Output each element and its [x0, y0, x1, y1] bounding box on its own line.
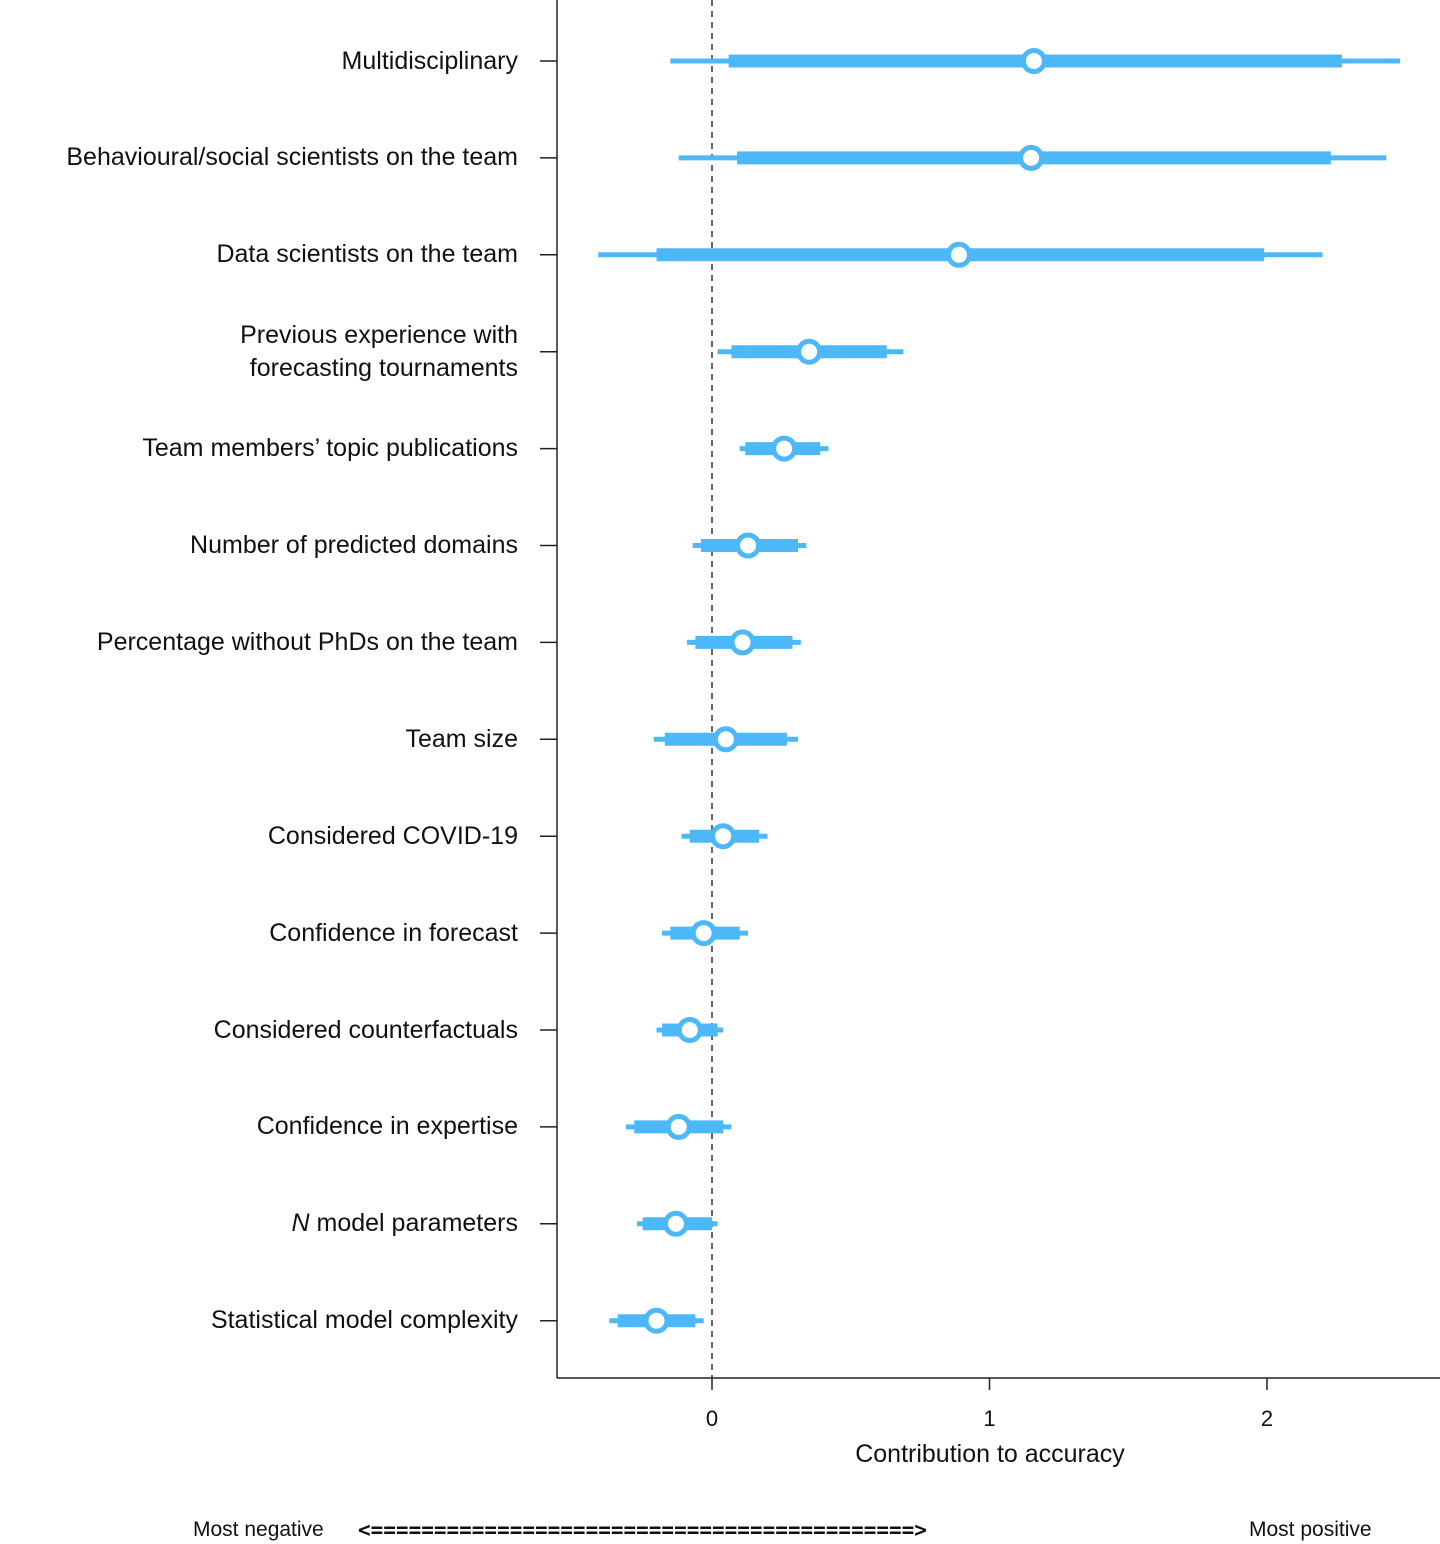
- point-estimate: [710, 823, 737, 850]
- x-tick-label: 1: [983, 1406, 995, 1431]
- point-estimate: [796, 338, 823, 365]
- category-label: Statistical model complexity: [210, 1306, 518, 1335]
- forest-row: [540, 726, 799, 753]
- category-label: Confidence in forecast: [269, 918, 518, 947]
- forest-row: [540, 1113, 732, 1140]
- forest-row: [540, 48, 1401, 74]
- point-estimate: [643, 1307, 670, 1334]
- category-label: Considered COVID-19: [267, 821, 518, 850]
- forest-row: [540, 823, 768, 850]
- category-label: Confidence in expertise: [256, 1112, 518, 1141]
- category-label: Previous experience with forecasting tou…: [240, 320, 518, 382]
- forest-row: [540, 1210, 718, 1237]
- point-estimate: [665, 1113, 692, 1140]
- forest-row: [540, 144, 1387, 171]
- point-estimate: [771, 435, 798, 462]
- x-tick-label: 0: [706, 1406, 718, 1431]
- point-estimate: [712, 726, 739, 753]
- category-label: Considered counterfactuals: [213, 1015, 518, 1044]
- footer-most-negative: Most negative: [193, 1518, 324, 1541]
- footer-most-positive: Most positive: [1249, 1518, 1372, 1541]
- category-label: Multidisciplinary: [341, 46, 518, 75]
- forest-row: [540, 532, 807, 559]
- point-estimate: [690, 920, 717, 947]
- forest-row: [540, 629, 801, 656]
- point-estimate: [1020, 48, 1047, 74]
- point-estimate: [662, 1210, 689, 1237]
- point-estimate: [729, 629, 756, 656]
- category-label: Team size: [405, 724, 518, 753]
- forest-row: [540, 435, 829, 462]
- category-label: Team members’ topic publications: [142, 434, 518, 463]
- category-label: Number of predicted domains: [190, 531, 518, 559]
- category-label: N model parameters: [291, 1209, 519, 1238]
- x-tick-label: 2: [1261, 1406, 1273, 1431]
- point-estimate: [945, 241, 972, 268]
- forest-rows: [540, 48, 1401, 1334]
- point-estimate: [1018, 144, 1045, 171]
- forest-row: [540, 338, 904, 365]
- forest-row: [540, 241, 1323, 268]
- category-label: Behavioural/social scientists on the tea…: [66, 143, 518, 172]
- forest-row: [540, 1017, 724, 1043]
- x-axis-label: Contribution to accuracy: [855, 1440, 1125, 1468]
- x-axis-ticks: 0 1 2: [706, 1378, 1273, 1431]
- point-estimate: [735, 532, 762, 559]
- category-label: Data scientists on the team: [216, 240, 518, 269]
- point-estimate: [676, 1017, 703, 1043]
- forest-row: [540, 920, 749, 947]
- forest-row: [540, 1307, 704, 1334]
- footer-arrow: <=======================================…: [358, 1518, 927, 1542]
- category-label: Percentage without PhDs on the team: [96, 627, 518, 656]
